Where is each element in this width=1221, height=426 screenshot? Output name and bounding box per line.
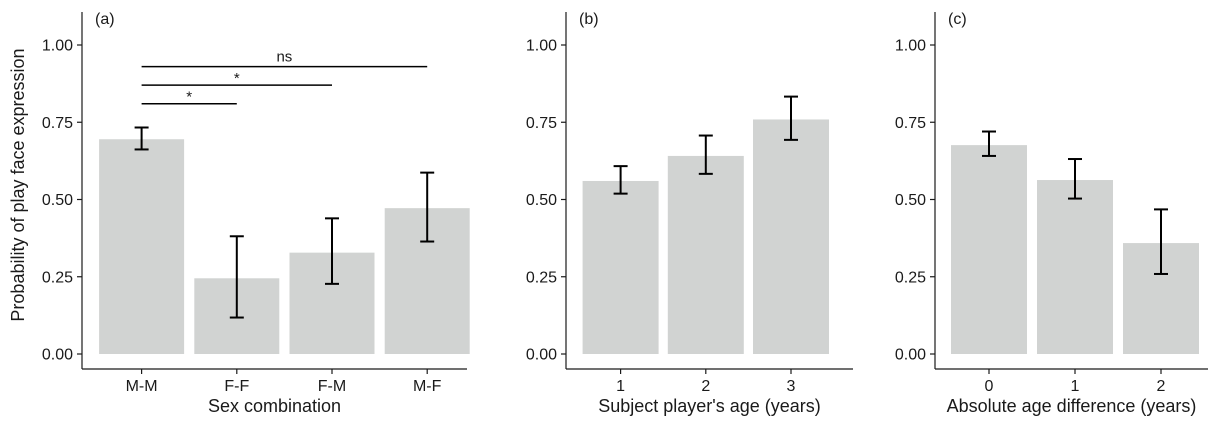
x-tick-label: 1 — [1071, 378, 1080, 395]
y-tick-label: 1.00 — [526, 38, 557, 55]
y-tick-label: 0.50 — [895, 192, 926, 209]
y-tick-label: 0.75 — [895, 115, 926, 132]
x-tick-label: F-M — [318, 378, 346, 395]
bar — [753, 119, 829, 355]
bar — [582, 180, 659, 354]
significance-label: ns — [276, 49, 292, 66]
panel-label: (b) — [579, 11, 599, 28]
y-tick-label: 0.50 — [42, 192, 73, 209]
y-tick-label: 0.75 — [42, 115, 73, 132]
y-tick-label: 0.75 — [526, 115, 557, 132]
panel-label: (c) — [948, 11, 967, 28]
y-tick-label: 0.00 — [526, 347, 557, 364]
bar — [667, 155, 744, 354]
y-tick-label: 0.25 — [895, 269, 926, 286]
panel-label: (a) — [95, 11, 115, 28]
significance-label: * — [234, 70, 240, 87]
y-tick-label: 0.25 — [42, 269, 73, 286]
panel-2: 0.00 0.25 0.50 0.75 1.00 1 2 3 (b) Subject player… — [526, 11, 853, 416]
panel-1: 0.00 0.25 0.50 0.75 1.00 M-M F-F F-M M-F * * ns (a) S… — [42, 11, 470, 416]
x-tick-label: 3 — [787, 378, 796, 395]
bar — [99, 139, 185, 354]
x-axis-title: Absolute age difference (years) — [947, 396, 1197, 416]
y-tick-label: 0.25 — [526, 269, 557, 286]
x-axis-title: Subject player's age (years) — [598, 396, 821, 416]
panel-3: 0.00 0.25 0.50 0.75 1.00 0 1 2 (c) Absolute age d… — [895, 11, 1208, 416]
y-tick-label: 1.00 — [42, 38, 73, 55]
y-tick-label: 0.00 — [42, 347, 73, 364]
x-tick-label: 2 — [1157, 378, 1166, 395]
significance-label: * — [186, 89, 192, 106]
x-tick-label: M-M — [126, 378, 158, 395]
y-tick-label: 0.50 — [526, 192, 557, 209]
x-axis-title: Sex combination — [208, 396, 341, 416]
bar — [1037, 180, 1113, 354]
x-tick-label: 0 — [985, 378, 994, 395]
x-tick-label: F-F — [224, 378, 249, 395]
bar — [951, 145, 1027, 354]
x-tick-label: 2 — [701, 378, 710, 395]
y-tick-label: 0.00 — [895, 347, 926, 364]
y-axis-title: Probability of play face expression — [8, 48, 28, 321]
y-tick-label: 1.00 — [895, 38, 926, 55]
x-tick-label: 1 — [616, 378, 625, 395]
x-tick-label: M-F — [413, 378, 442, 395]
